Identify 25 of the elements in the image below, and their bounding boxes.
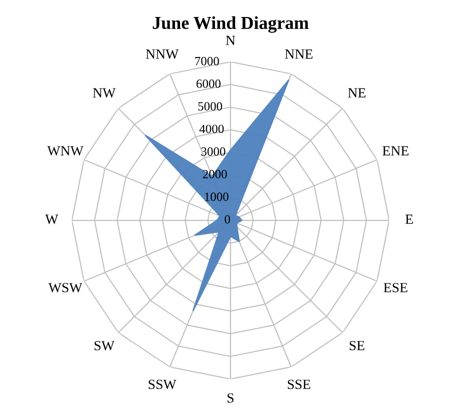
- y-tick-label: 2000: [202, 170, 227, 178]
- spoke-label: SSW: [148, 380, 176, 390]
- y-tick-label: 7000: [195, 56, 219, 66]
- spoke-label: SSE: [288, 380, 310, 390]
- spoke-label: NNW: [146, 50, 179, 59]
- spoke-label: NW: [92, 88, 116, 98]
- spoke-label: NE: [348, 88, 366, 98]
- y-tick-label: 6000: [196, 79, 221, 88]
- y-tick-label: 5000: [198, 102, 222, 111]
- spoke-label: W: [45, 214, 58, 224]
- spoke-label: WNW: [47, 146, 84, 156]
- spoke-label: ESE: [384, 282, 408, 292]
- spoke-label: SW: [94, 340, 114, 350]
- spoke-label: S: [228, 393, 234, 403]
- spoke-label: ENE: [382, 146, 408, 156]
- spoke-label: NNE: [285, 50, 312, 59]
- y-tick-label: 4000: [199, 124, 224, 134]
- y-tick-label: 1000: [205, 192, 228, 201]
- spoke-label: SE: [350, 340, 364, 350]
- y-tick-label: 0: [224, 215, 230, 224]
- spoke-label: E: [405, 214, 413, 224]
- y-tick-label: 3000: [201, 147, 226, 156]
- spoke-label: WSW: [48, 282, 82, 292]
- spoke-label: N: [226, 36, 236, 45]
- chart-title: June Wind Diagram: [152, 16, 309, 33]
